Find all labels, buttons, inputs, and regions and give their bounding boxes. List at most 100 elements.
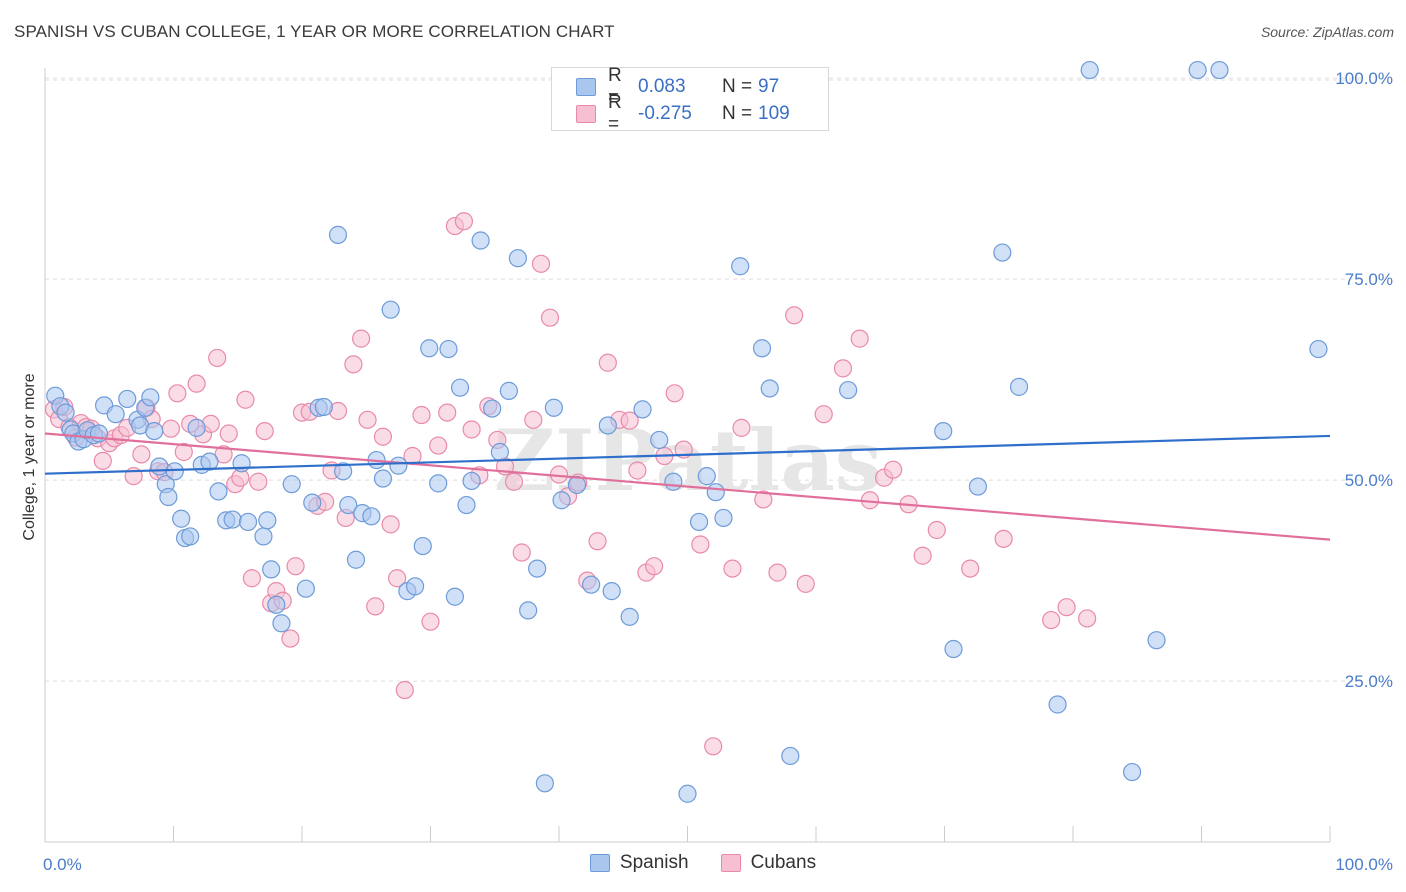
spanish-point	[714, 508, 733, 528]
cubans-point	[531, 254, 551, 273]
cubans-point	[665, 384, 684, 403]
spanish-point	[697, 467, 716, 486]
spanish-point	[490, 442, 509, 462]
cubans-point	[168, 384, 187, 403]
cubans-point	[236, 390, 255, 409]
cubans-point	[454, 212, 474, 231]
cubans-point	[620, 411, 639, 430]
cubans-legend-swatch	[720, 854, 741, 872]
legend-row-cubans: R = -0.275 N = 109	[576, 92, 790, 135]
spanish-point	[429, 474, 448, 493]
spanish-point	[373, 469, 393, 488]
r-label: R =	[608, 65, 622, 108]
spanish-point	[544, 398, 563, 417]
spanish-point	[328, 225, 348, 244]
spanish-point	[56, 403, 75, 422]
cubans-point	[93, 451, 112, 470]
spanish-point	[209, 482, 228, 501]
cubans-point	[242, 569, 261, 588]
spanish-point	[462, 471, 481, 491]
cubans-point	[421, 612, 440, 631]
spanish-point	[993, 243, 1012, 262]
spanish-point	[1210, 60, 1229, 80]
cubans-point	[1078, 609, 1097, 628]
cubans-point	[358, 410, 377, 429]
spanish-point	[262, 560, 281, 579]
spanish-point	[238, 512, 258, 532]
spanish-legend-label: Spanish	[619, 852, 689, 873]
spanish-point	[1188, 60, 1207, 80]
spanish-point	[552, 491, 571, 510]
cubans-point	[219, 424, 238, 443]
spanish-point	[752, 339, 772, 358]
cubans-swatch	[576, 105, 596, 123]
spanish-point	[254, 527, 273, 546]
spanish-point	[172, 509, 191, 528]
cubans-point	[540, 308, 560, 327]
cubans-point	[524, 410, 543, 429]
spanish-point	[968, 477, 988, 496]
spanish-legend-swatch	[589, 854, 610, 872]
grid-lines	[45, 77, 1365, 682]
tick-labels: 25.0% 50.0% 75.0% 100.0% 0.0% 100.0%	[43, 69, 1393, 874]
cubans-point	[387, 569, 407, 588]
cubans-point	[504, 472, 524, 491]
spanish-point	[381, 300, 400, 319]
source-label: Source: ZipAtlas.com	[1260, 24, 1394, 40]
x-tick-label: 100.0%	[1335, 855, 1393, 874]
cubans-point	[381, 515, 400, 534]
cubans-point	[512, 543, 531, 562]
spanish-point	[420, 339, 439, 358]
spanish-point	[258, 511, 277, 530]
cubans-point	[732, 418, 751, 437]
spanish-swatch	[576, 78, 596, 96]
spanish-point	[339, 495, 358, 515]
r-label: R =	[608, 92, 622, 135]
y-tick-label: 50.0%	[1345, 471, 1393, 490]
cubans-point	[785, 306, 804, 325]
chart-title: SPANISH VS CUBAN COLLEGE, 1 YEAR OR MORE…	[14, 22, 615, 41]
spanish-point	[303, 493, 322, 512]
cubans-point	[598, 353, 617, 372]
x-tick-label: 0.0%	[43, 855, 82, 874]
cubans-point	[366, 597, 385, 616]
cubans-point	[395, 680, 414, 700]
spanish-point	[519, 601, 538, 620]
spanish-point	[223, 510, 242, 529]
cubans-point	[281, 629, 300, 648]
spanish-point	[405, 577, 425, 596]
spanish-point	[118, 389, 137, 409]
cubans-point	[588, 532, 607, 551]
cubans-point	[174, 442, 193, 462]
n-label: N =	[722, 76, 753, 97]
stats-legend: R = 0.083 N = 97 R = -0.275 N = 109	[551, 65, 829, 135]
watermark: ZIPatlas	[494, 411, 882, 510]
spanish-point	[499, 381, 518, 400]
axes	[44, 68, 1331, 843]
spanish-point	[650, 430, 669, 450]
spanish-point	[439, 339, 458, 359]
spanish-point	[471, 231, 490, 250]
n-value: 97	[758, 76, 780, 97]
spanish-point	[760, 379, 779, 398]
legend-row-spanish: R = 0.083 N = 97	[576, 65, 780, 108]
spanish-point	[839, 380, 858, 400]
cubans-point	[1057, 598, 1076, 617]
y-tick-label: 75.0%	[1345, 270, 1393, 289]
cubans-point	[249, 472, 268, 491]
spanish-point	[664, 472, 683, 491]
spanish-point	[620, 607, 639, 626]
cubans-point	[644, 557, 664, 576]
spanish-point	[334, 462, 353, 481]
cubans-point	[208, 348, 227, 368]
spanish-point	[272, 614, 291, 633]
cubans-point	[994, 529, 1013, 548]
cubans-points	[44, 212, 1097, 756]
cubans-point	[691, 535, 710, 554]
spanish-point	[445, 587, 465, 606]
spanish-point	[150, 457, 169, 476]
spanish-point	[346, 550, 366, 569]
spanish-point	[1123, 762, 1142, 782]
series-legend: Spanish Cubans	[0, 852, 1406, 874]
